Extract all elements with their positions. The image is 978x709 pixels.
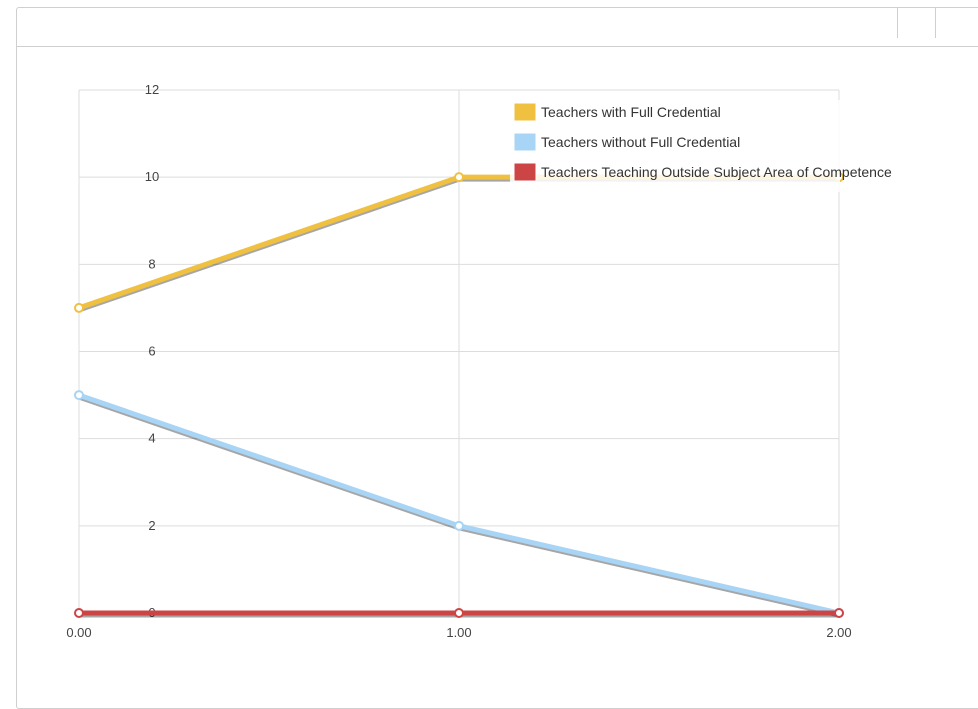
series-point[interactable]: [454, 520, 464, 531]
legend-swatch: [513, 162, 537, 182]
y-tick-label: 12: [145, 82, 159, 97]
legend-label: Teachers without Full Credential: [541, 134, 740, 150]
y-tick-label: 2: [148, 518, 155, 533]
panel-header: [17, 8, 978, 47]
legend-label: Teachers with Full Credential: [541, 104, 721, 120]
legend-box: [510, 100, 840, 192]
y-tick-label: 6: [148, 344, 155, 359]
series-point[interactable]: [74, 302, 84, 313]
x-tick-label: 2.00: [826, 625, 851, 640]
header-button-1[interactable]: [897, 8, 935, 38]
series-point[interactable]: [834, 608, 844, 618]
y-tick-label: 10: [145, 169, 159, 184]
y-tick-label: 4: [148, 431, 155, 446]
header-button-2[interactable]: [935, 8, 973, 38]
legend-swatch: [513, 132, 537, 152]
series-point[interactable]: [74, 390, 84, 401]
series-point[interactable]: [74, 608, 84, 618]
series-point[interactable]: [454, 608, 464, 618]
x-tick-label: 0.00: [66, 625, 91, 640]
y-tick-label: 8: [148, 256, 155, 271]
legend-label: Teachers Teaching Outside Subject Area o…: [541, 164, 892, 180]
series-point[interactable]: [454, 172, 464, 183]
legend-swatch: [513, 102, 537, 122]
x-tick-label: 1.00: [446, 625, 471, 640]
